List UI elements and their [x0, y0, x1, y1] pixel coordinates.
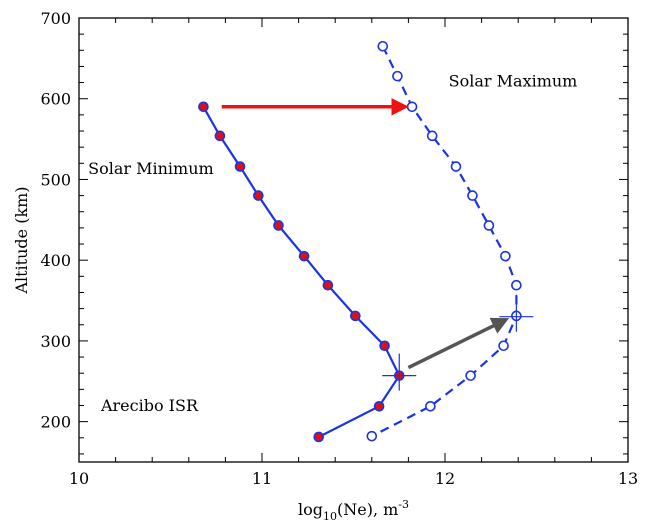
- gray-arrow: [407, 317, 510, 370]
- solar-minimum-point: [273, 220, 284, 231]
- solar-maximum-point: [511, 279, 522, 291]
- annotations: Solar Maximum Solar Minimum Arecibo ISR: [88, 72, 577, 416]
- solar-minimum-point: [379, 340, 390, 352]
- solar-maximum-point: [450, 161, 462, 172]
- solar-minimum-point: [313, 431, 325, 443]
- solar-maximum-point: [406, 101, 418, 113]
- solar-maximum-point: [392, 70, 403, 82]
- solar-maximum-point: [498, 340, 509, 352]
- solar-minimum-point: [298, 250, 310, 262]
- solar-maximum-point: [377, 40, 389, 52]
- y-tick-label: 200: [40, 413, 71, 432]
- solar-minimum-point: [350, 310, 361, 322]
- y-tick-label: 700: [40, 9, 71, 28]
- x-tick-label: 13: [618, 469, 638, 488]
- annotation-arecibo-isr: Arecibo ISR: [100, 396, 199, 415]
- solar-minimum-point: [322, 279, 334, 291]
- plot-frame: [78, 17, 629, 463]
- x-axis-label: log10(Ne), m-3: [298, 498, 409, 523]
- annotation-solar-maximum: Solar Maximum: [449, 72, 578, 91]
- solar-minimum-line: [202, 106, 401, 438]
- axes: 10 11 12 13 200 300 400 500 600 700 log10(Ne), m-3…: [12, 9, 638, 523]
- annotation-solar-minimum: Solar Minimum: [88, 159, 214, 178]
- solar-minimum-point: [373, 400, 385, 412]
- x-tick-label: 10: [69, 469, 89, 488]
- x-tick-label: 11: [252, 469, 272, 488]
- solar-maximum-point: [426, 130, 438, 142]
- solar-maximum-point: [425, 400, 436, 412]
- solar-minimum-point: [198, 101, 209, 113]
- solar-minimum-point: [234, 161, 246, 172]
- x-tick-label: 12: [435, 469, 455, 488]
- solar-maximum-point: [467, 190, 478, 201]
- y-tick-label: 500: [40, 170, 71, 189]
- solar-minimum-point: [214, 130, 226, 142]
- solar-maximum-point: [500, 250, 511, 262]
- solar-maximum-point: [465, 370, 476, 381]
- data-series: [198, 40, 534, 443]
- solar-maximum-line: [371, 45, 518, 438]
- solar-maximum-point: [366, 430, 378, 442]
- solar-minimum-point: [253, 190, 264, 201]
- solar-maximum-point: [483, 220, 495, 231]
- y-tick-label: 600: [40, 90, 71, 109]
- y-tick-label: 300: [40, 332, 71, 351]
- y-tick-label: 400: [40, 251, 71, 270]
- y-axis-label: Altitude (km): [12, 186, 31, 294]
